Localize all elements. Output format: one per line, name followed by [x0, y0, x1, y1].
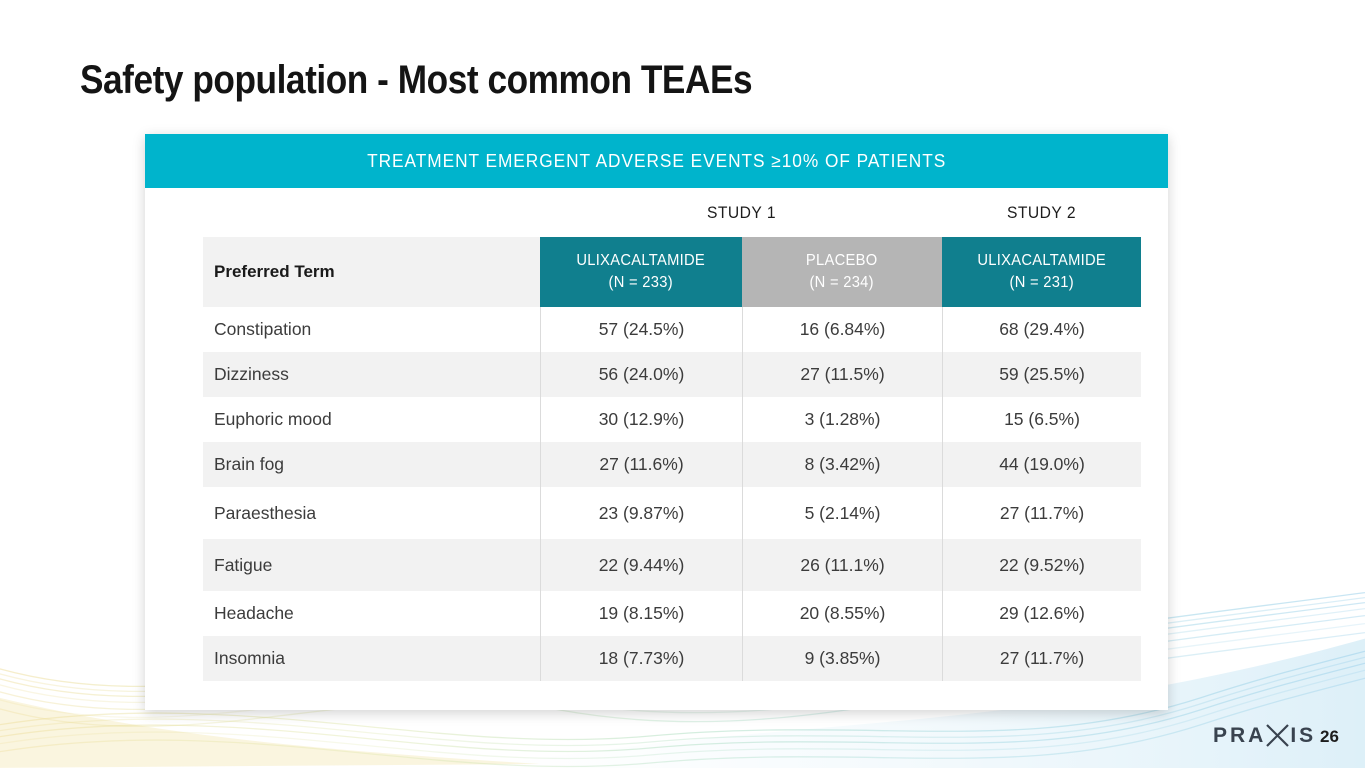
- row-value: 27 (11.7%): [942, 487, 1141, 539]
- row-value: 9 (3.85%): [742, 636, 942, 681]
- table-row: Euphoric mood 30 (12.9%) 3 (1.28%) 15 (6…: [203, 397, 1141, 442]
- study-group-row: STUDY 1 STUDY 2: [203, 188, 1141, 237]
- table-row: Fatigue 22 (9.44%) 26 (11.1%) 22 (9.52%): [203, 539, 1141, 591]
- row-term: Brain fog: [214, 454, 285, 474]
- row-value: 26 (11.1%): [742, 539, 942, 591]
- row-term: Euphoric mood: [214, 409, 332, 429]
- study-1-label: STUDY 1: [706, 202, 776, 222]
- row-value: 18 (7.73%): [540, 636, 742, 681]
- table-row: Headache 19 (8.15%) 20 (8.55%) 29 (12.6%…: [203, 591, 1141, 636]
- row-value: 19 (8.15%): [540, 591, 742, 636]
- study-2-label-cell: STUDY 2: [942, 203, 1141, 223]
- praxis-logo-x-icon: [1266, 724, 1290, 747]
- row-value: 23 (9.87%): [540, 487, 742, 539]
- header-col3-sublabel: (N = 231): [1009, 274, 1074, 291]
- row-term: Dizziness: [214, 364, 289, 384]
- row-value: 27 (11.6%): [540, 442, 742, 487]
- table-row: Constipation 57 (24.5%) 16 (6.84%) 68 (2…: [203, 307, 1141, 352]
- table-row: Dizziness 56 (24.0%) 27 (11.5%) 59 (25.5…: [203, 352, 1141, 397]
- row-value: 29 (12.6%): [942, 591, 1141, 636]
- row-value: 57 (24.5%): [540, 307, 742, 352]
- header-col1-label: ULIXACALTAMIDE: [576, 251, 706, 269]
- row-value: 8 (3.42%): [742, 442, 942, 487]
- praxis-logo-text-left: PRA: [1213, 723, 1267, 747]
- table-banner: TREATMENT EMERGENT ADVERSE EVENTS ≥10% O…: [145, 134, 1168, 188]
- header-col2-sublabel: (N = 234): [809, 274, 875, 291]
- row-term: Insomnia: [214, 648, 286, 668]
- row-value: 20 (8.55%): [742, 591, 942, 636]
- row-value: 22 (9.52%): [942, 539, 1141, 591]
- row-value: 15 (6.5%): [942, 397, 1141, 442]
- row-value: 27 (11.7%): [942, 636, 1141, 681]
- header-col2-label: PLACEBO: [806, 251, 878, 269]
- header-col1-sublabel: (N = 233): [608, 274, 674, 291]
- praxis-logo: PRA IS: [1213, 722, 1316, 749]
- header-ulixacaltamide-study2: ULIXACALTAMIDE (N = 231): [942, 237, 1141, 307]
- row-value: 44 (19.0%): [942, 442, 1141, 487]
- page-title: Safety population - Most common TEAEs: [80, 58, 753, 102]
- row-value: 27 (11.5%): [742, 352, 942, 397]
- row-value: 3 (1.28%): [742, 397, 942, 442]
- table-body: Constipation 57 (24.5%) 16 (6.84%) 68 (2…: [203, 307, 1141, 681]
- table-banner-text: TREATMENT EMERGENT ADVERSE EVENTS ≥10% O…: [366, 150, 947, 171]
- row-value: 68 (29.4%): [942, 307, 1141, 352]
- row-term: Constipation: [214, 319, 312, 339]
- header-col3-label: ULIXACALTAMIDE: [977, 251, 1106, 269]
- row-term: Paraesthesia: [214, 502, 317, 523]
- row-value: 22 (9.44%): [540, 539, 742, 591]
- table-row: Insomnia 18 (7.73%) 9 (3.85%) 27 (11.7%): [203, 636, 1141, 681]
- header-placebo-study1: PLACEBO (N = 234): [742, 237, 942, 307]
- row-value: 59 (25.5%): [942, 352, 1141, 397]
- header-ulixacaltamide-study1: ULIXACALTAMIDE (N = 233): [540, 237, 742, 307]
- row-term: Fatigue: [214, 554, 273, 575]
- praxis-logo-text-right: IS: [1290, 723, 1317, 747]
- study-2-label: STUDY 2: [1007, 202, 1076, 222]
- table-header-row: Preferred Term ULIXACALTAMIDE (N = 233) …: [203, 237, 1141, 307]
- row-value: 5 (2.14%): [742, 487, 942, 539]
- teae-table: STUDY 1 STUDY 2 Preferred Term ULIXACALT…: [203, 188, 1141, 681]
- page-number: 26: [1320, 727, 1339, 746]
- teae-table-card: TREATMENT EMERGENT ADVERSE EVENTS ≥10% O…: [145, 134, 1168, 710]
- header-preferred-term: Preferred Term: [203, 237, 540, 307]
- wave-decoration: [0, 589, 1365, 768]
- row-term: Headache: [214, 603, 294, 623]
- study-1-label-cell: STUDY 1: [540, 203, 942, 223]
- table-row: Paraesthesia 23 (9.87%) 5 (2.14%) 27 (11…: [203, 487, 1141, 539]
- row-value: 30 (12.9%): [540, 397, 742, 442]
- table-row: Brain fog 27 (11.6%) 8 (3.42%) 44 (19.0%…: [203, 442, 1141, 487]
- row-value: 16 (6.84%): [742, 307, 942, 352]
- row-value: 56 (24.0%): [540, 352, 742, 397]
